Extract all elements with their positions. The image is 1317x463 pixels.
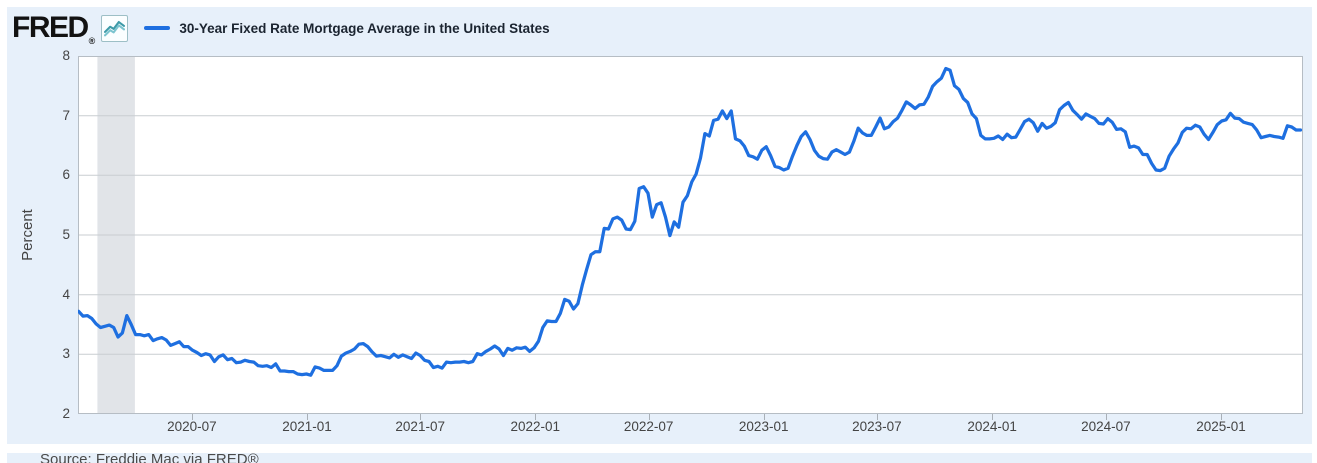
x-tick-label: 2022-01 — [510, 419, 561, 434]
plot-area[interactable] — [78, 56, 1303, 414]
x-tick-mark — [1221, 414, 1222, 420]
y-tick-label: 8 — [62, 48, 70, 63]
x-tick-label: 2023-01 — [738, 419, 789, 434]
x-tick-label: 2020-07 — [167, 419, 217, 434]
footer-strip: Source: Freddie Mac via FRED® — [7, 451, 1312, 463]
x-tick-label: 2023-07 — [852, 419, 902, 434]
series-line — [78, 66, 1303, 377]
y-tick-label: 3 — [62, 346, 70, 362]
y-tick-label: 2 — [62, 406, 70, 421]
y-tick-label: 5 — [62, 227, 70, 242]
registered-mark: ® — [88, 36, 96, 46]
fred-logo[interactable]: FRED® — [12, 11, 96, 46]
y-tick-label: 7 — [62, 107, 70, 123]
line-chart-icon-glyph — [104, 20, 126, 36]
line-chart-icon — [101, 14, 129, 42]
fred-logo-text: FRED — [12, 11, 89, 44]
series-legend-swatch — [144, 26, 171, 30]
y-tick-label: 4 — [62, 286, 70, 302]
x-tick-label: 2025-01 — [1196, 419, 1246, 434]
x-tick-mark — [992, 414, 994, 420]
chart-title: 30-Year Fixed Rate Mortgage Average in t… — [179, 20, 550, 36]
plot-border — [78, 56, 1303, 414]
x-tick-mark — [876, 414, 878, 420]
x-tick-mark — [535, 414, 537, 420]
y-tick-label: 6 — [62, 167, 70, 183]
x-tick-label: 2021-07 — [395, 419, 445, 434]
x-tick-label: 2024-07 — [1081, 419, 1131, 434]
x-tick-mark — [307, 414, 308, 420]
chart-header: FRED® 30-Year Fixed Rate Mortgage Averag… — [12, 10, 550, 46]
x-tick-label: 2022-07 — [623, 419, 674, 434]
x-tick-mark — [648, 414, 650, 420]
x-tick-mark — [420, 414, 422, 420]
x-tick-mark — [191, 414, 193, 420]
x-tick-label: 2021-01 — [282, 419, 332, 434]
x-tick-mark — [763, 414, 765, 420]
x-tick-mark — [1105, 414, 1107, 420]
x-tick-label: 2024-01 — [967, 419, 1017, 434]
source-note: Source: Freddie Mac via FRED® — [40, 451, 259, 463]
